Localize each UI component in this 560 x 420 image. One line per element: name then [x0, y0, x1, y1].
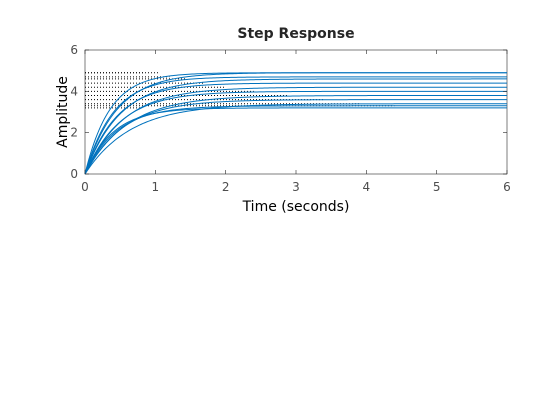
y-tick-label: 0 [70, 167, 78, 181]
x-tick-label: 3 [292, 180, 300, 194]
x-tick-label: 2 [222, 180, 230, 194]
x-axis-label: Time (seconds) [242, 199, 350, 215]
y-tick-label: 2 [70, 126, 78, 140]
response-line [84, 82, 507, 175]
response-line [84, 72, 507, 175]
chart-title: Step Response [237, 26, 354, 42]
response-line [84, 78, 507, 175]
steady-state-guides [85, 72, 395, 109]
y-tick-label: 6 [70, 43, 78, 57]
y-tick-label: 4 [70, 84, 78, 98]
y-axis-label: Amplitude [55, 76, 71, 148]
x-tick-label: 4 [363, 180, 371, 194]
response-lines [84, 72, 507, 175]
response-line [84, 86, 507, 175]
y-axis-ticks: 0 2 4 6 [70, 43, 507, 181]
response-line [84, 107, 507, 175]
x-tick-label: 1 [152, 180, 160, 194]
x-tick-label: 5 [433, 180, 441, 194]
response-line [84, 99, 507, 175]
response-line [84, 76, 507, 175]
response-line [84, 94, 507, 175]
response-line [84, 103, 507, 175]
x-tick-label: 6 [503, 180, 511, 194]
plot-area [84, 49, 508, 175]
x-axis-ticks: 0 1 2 3 4 5 6 [81, 50, 511, 194]
x-tick-label: 0 [81, 180, 89, 194]
response-line [84, 90, 507, 175]
